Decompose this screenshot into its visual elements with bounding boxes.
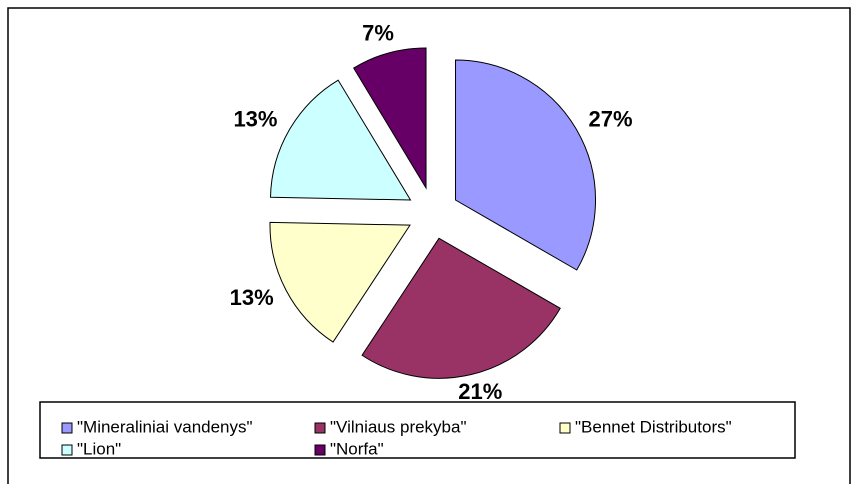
legend-label: "Bennet Distributors": [575, 417, 732, 436]
data-label: 21%: [458, 379, 502, 404]
legend-label: "Mineraliniai vandenys": [77, 417, 253, 436]
legend-box: [39, 401, 796, 459]
pie-slice: [353, 47, 427, 190]
legend-label: "Vilniaus prekyba": [330, 417, 467, 436]
legend-swatch: [61, 422, 73, 434]
data-label: 7%: [362, 21, 394, 46]
data-label: 13%: [233, 106, 277, 131]
data-label: 13%: [230, 285, 274, 310]
pie-slice: [269, 221, 411, 343]
legend-label: "Norfa": [330, 439, 384, 458]
legend-swatch: [61, 444, 73, 456]
legend-swatch: [314, 444, 326, 456]
legend-swatch: [559, 422, 571, 434]
data-label: 27%: [589, 106, 633, 131]
pie-slice: [455, 59, 596, 271]
pie-slice: [361, 237, 561, 379]
legend-swatch: [314, 422, 326, 434]
pie-slice: [270, 79, 412, 201]
chart-frame: [7, 7, 851, 484]
legend-label: "Lion": [77, 439, 121, 458]
